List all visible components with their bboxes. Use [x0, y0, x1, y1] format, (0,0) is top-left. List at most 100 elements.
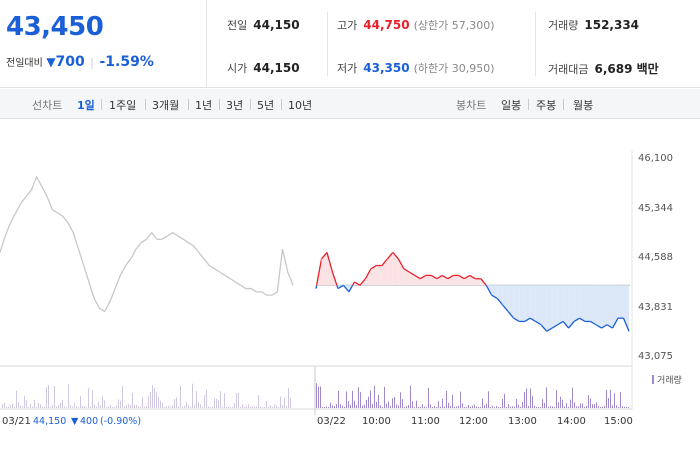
- price-segment-up: [364, 268, 372, 280]
- y-tick-label: 45,344: [638, 203, 673, 214]
- area-below-ref: [596, 285, 602, 329]
- price-segment-up: [436, 274, 443, 280]
- area-above-ref: [420, 275, 426, 286]
- volume-bar: [208, 406, 209, 408]
- volume-bar: [470, 406, 471, 408]
- candle-daily[interactable]: 일봉: [501, 99, 522, 112]
- area-below-ref: [601, 285, 608, 329]
- period-3year[interactable]: 3년: [226, 99, 244, 112]
- prev-day-change: 400: [80, 416, 98, 427]
- volume-bar: [80, 395, 81, 408]
- y-tick-label: 44,588: [638, 252, 673, 263]
- volume-bar: [64, 406, 65, 408]
- volume-bar: [594, 404, 595, 408]
- volume-bar: [504, 393, 505, 408]
- volume-bar: [444, 406, 445, 408]
- area-below-ref: [618, 285, 624, 319]
- prev-day-line: [0, 175, 294, 313]
- price-segment-up: [370, 264, 377, 270]
- volume-bar: [74, 403, 75, 408]
- volume-bar: [568, 406, 569, 408]
- down-triangle-icon: ▼: [46, 55, 56, 69]
- price-segment-up: [419, 274, 427, 280]
- volume-bar: [396, 404, 397, 408]
- price-segment-down: [611, 317, 619, 329]
- volume-bar: [132, 392, 133, 408]
- volume-bar: [284, 397, 285, 408]
- period-1year[interactable]: 1년: [195, 99, 213, 112]
- period-1week[interactable]: 1주일: [109, 99, 137, 112]
- volume-bar: [184, 405, 185, 408]
- plot-area: [0, 175, 630, 332]
- candle-monthly[interactable]: 월봉: [573, 99, 594, 112]
- volume-bar: [492, 405, 493, 408]
- candle-weekly[interactable]: 주봉: [536, 99, 557, 112]
- price-segment-down: [568, 321, 575, 329]
- area-below-ref: [568, 285, 575, 329]
- volume-bar: [28, 406, 29, 408]
- period-3month[interactable]: 3개월: [152, 99, 180, 112]
- volume-bar: [268, 406, 269, 408]
- volume-bar: [476, 406, 477, 408]
- volume-bar: [582, 403, 583, 408]
- volume-bar: [150, 391, 151, 408]
- volume-bar: [472, 405, 473, 408]
- volume-bar: [362, 405, 363, 408]
- volume-bar: [138, 406, 139, 408]
- volume-bar: [256, 406, 257, 408]
- price-segment-down: [557, 320, 564, 326]
- volume-bar: [494, 406, 495, 408]
- volume-bar: [92, 390, 93, 408]
- volume-bar: [390, 405, 391, 408]
- volume-bar: [200, 404, 201, 408]
- stat-low: 저가 43,350 (하한가 30,950): [337, 61, 495, 75]
- volume-bar: [584, 406, 585, 408]
- volume-bar: [356, 405, 357, 408]
- area-above-ref: [321, 252, 327, 286]
- area-above-ref: [442, 275, 448, 286]
- price-segment-down: [502, 304, 509, 313]
- volume-bar: [406, 406, 407, 408]
- volume-bar: [402, 399, 403, 408]
- volume-bar: [516, 398, 517, 408]
- volume-bar: [214, 398, 215, 408]
- volume-bar: [484, 405, 485, 408]
- separator: [528, 99, 529, 110]
- price-segment-down: [524, 317, 531, 323]
- period-1day[interactable]: 1일: [77, 99, 95, 112]
- price-segment-down: [562, 321, 570, 329]
- volume-bar: [328, 406, 329, 408]
- volume-bar: [206, 389, 207, 408]
- volume-bar: [450, 405, 451, 408]
- period-10year[interactable]: 10년: [288, 99, 313, 112]
- volume-bar: [560, 396, 561, 408]
- volume-bar: [104, 400, 105, 408]
- area-below-ref: [552, 285, 558, 329]
- volume-bar: [8, 406, 9, 408]
- volume-bar: [20, 405, 21, 408]
- volume-bar: [532, 396, 533, 408]
- period-5year[interactable]: 5년: [257, 99, 275, 112]
- volume-bar: [522, 402, 523, 408]
- volume-bar: [276, 405, 277, 408]
- area-below-ref: [590, 285, 597, 325]
- volume-bar: [158, 396, 159, 408]
- volume-bar: [596, 402, 597, 408]
- separator: |: [90, 56, 94, 69]
- area-above-ref: [398, 258, 404, 286]
- volume-bar: [622, 406, 623, 408]
- area-below-ref: [574, 285, 580, 322]
- price-chart[interactable]: 46,100 45,344 44,588 43,831 43,075 거래량 0…: [0, 120, 700, 450]
- volume-bar: [360, 392, 361, 408]
- volume-bar: [140, 406, 141, 408]
- volume-bar: [348, 401, 349, 408]
- separator: [219, 99, 220, 110]
- volume-bar: [106, 406, 107, 408]
- volume-bar: [336, 403, 337, 408]
- prev-day-pct: (-0.90%): [100, 416, 141, 427]
- stat-high: 고가 44,750 (상한가 57,300): [337, 18, 495, 32]
- volume-bar: [144, 406, 145, 408]
- volume-bar: [10, 404, 11, 408]
- area-above-ref: [409, 272, 415, 286]
- volume-bar: [586, 405, 587, 408]
